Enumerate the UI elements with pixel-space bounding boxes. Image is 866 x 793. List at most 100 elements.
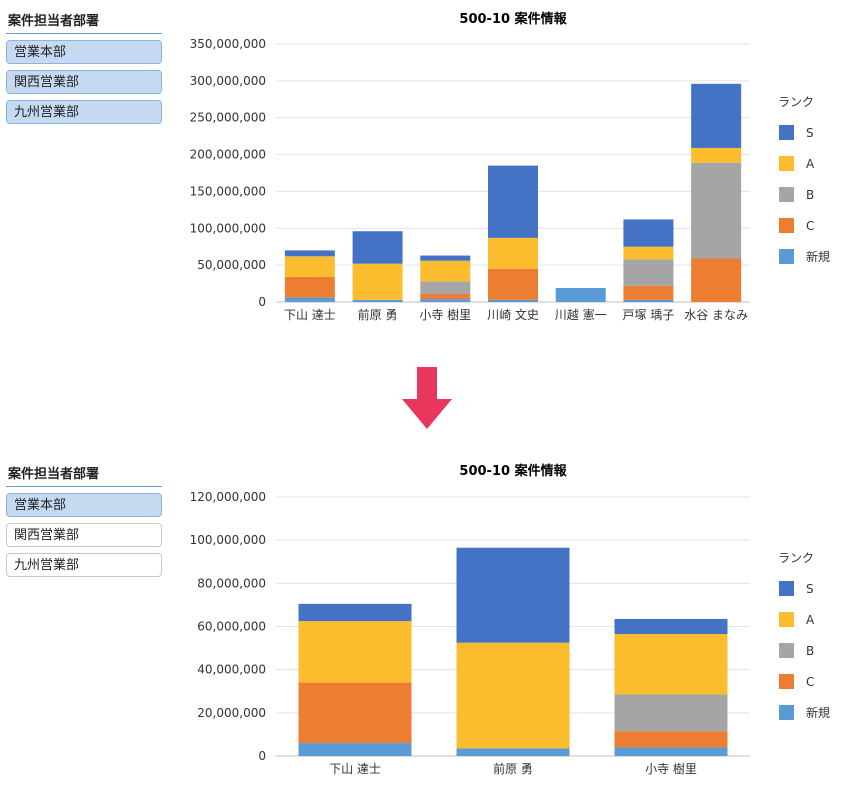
legend-title: ランク bbox=[778, 551, 814, 565]
bar-segment-s[interactable] bbox=[456, 547, 570, 643]
y-tick-label: 120,000,000 bbox=[190, 490, 266, 504]
legend-label: C bbox=[806, 675, 814, 689]
bar-segment-new[interactable] bbox=[352, 299, 403, 302]
x-category-label: 小寺 樹里 bbox=[645, 762, 697, 776]
legend-swatch bbox=[779, 705, 794, 720]
legend-title: ランク bbox=[778, 95, 814, 109]
bar-segment-b[interactable] bbox=[623, 259, 674, 286]
x-category-label: 下山 達士 bbox=[284, 308, 336, 322]
chart-top: 500-10 案件情報 0 50,000,000 100,000,000 150,000… bbox=[170, 6, 860, 336]
bar-segment-s[interactable] bbox=[623, 219, 674, 247]
bar-segment-b[interactable] bbox=[691, 162, 742, 259]
bar-segment-new[interactable] bbox=[284, 297, 335, 302]
bar-segment-b[interactable] bbox=[614, 694, 728, 732]
legend-swatch bbox=[779, 674, 794, 689]
legend-label: C bbox=[806, 219, 814, 233]
y-tick-label: 60,000,000 bbox=[197, 620, 266, 634]
bar-segment-a[interactable] bbox=[488, 237, 538, 269]
legend-label: B bbox=[806, 188, 814, 202]
y-tick-label: 250,000,000 bbox=[190, 111, 266, 125]
chart-title: 500-10 案件情報 bbox=[459, 11, 567, 27]
bar-segment-s[interactable] bbox=[298, 603, 412, 622]
y-tick-label: 20,000,000 bbox=[197, 706, 266, 720]
slicer-item-kyushu[interactable]: 九州営業部 bbox=[6, 100, 162, 124]
x-category-label: 下山 達士 bbox=[329, 762, 381, 776]
slicer-item-kyushu[interactable]: 九州営業部 bbox=[6, 553, 162, 577]
bar-segment-c[interactable] bbox=[284, 276, 335, 298]
y-tick-label: 100,000,000 bbox=[190, 221, 266, 235]
legend-swatch bbox=[779, 125, 794, 140]
bar-segment-c[interactable] bbox=[623, 285, 674, 300]
down-arrow-icon bbox=[402, 367, 452, 429]
x-category-label: 前原 勇 bbox=[493, 761, 533, 776]
y-tick-label: 350,000,000 bbox=[190, 37, 266, 51]
legend-label: S bbox=[806, 582, 814, 596]
y-tick-label: 0 bbox=[258, 749, 266, 763]
legend-swatch bbox=[779, 249, 794, 264]
bar-segment-new[interactable] bbox=[420, 299, 471, 302]
bar-segment-a[interactable] bbox=[623, 246, 674, 260]
slicer-item-kansai[interactable]: 関西営業部 bbox=[6, 70, 162, 94]
bar-segment-new[interactable] bbox=[623, 299, 674, 302]
chart-bottom-svg: 500-10 案件情報 0 20,000,000 40,000,000 60,000,0… bbox=[190, 463, 830, 776]
bar-segment-a[interactable] bbox=[298, 621, 412, 683]
legend-label: A bbox=[806, 157, 815, 171]
slicer-item-kansai[interactable]: 関西営業部 bbox=[6, 523, 162, 547]
bar-segment-c[interactable] bbox=[420, 293, 471, 300]
slicer-top: 案件担当者部署 営業本部 関西営業部 九州営業部 bbox=[6, 10, 162, 130]
x-category-label: 水谷 まなみ bbox=[684, 308, 748, 322]
bar-segment-c[interactable] bbox=[691, 258, 742, 302]
x-category-label: 戸塚 瑀子 bbox=[623, 308, 675, 322]
bar-segment-c[interactable] bbox=[488, 268, 538, 300]
bar-segment-s[interactable] bbox=[691, 83, 742, 148]
x-category-label: 小寺 樹里 bbox=[419, 308, 471, 322]
bar-segment-a[interactable] bbox=[614, 634, 728, 695]
bar-segment-s[interactable] bbox=[284, 250, 335, 257]
legend-swatch bbox=[779, 187, 794, 202]
bar-segment-new[interactable] bbox=[456, 748, 570, 756]
y-tick-label: 80,000,000 bbox=[197, 576, 266, 590]
slicer-item-eigyo-honbu[interactable]: 営業本部 bbox=[6, 493, 162, 517]
y-tick-label: 50,000,000 bbox=[197, 258, 266, 272]
bar-segment-c[interactable] bbox=[614, 731, 728, 748]
legend-label: 新規 bbox=[806, 249, 830, 264]
slicer-title: 案件担当者部署 bbox=[6, 463, 162, 487]
bar-segment-a[interactable] bbox=[456, 642, 570, 749]
legend-swatch bbox=[779, 581, 794, 596]
bar-segment-b[interactable] bbox=[420, 281, 471, 294]
chart-bottom: 500-10 案件情報 0 20,000,000 40,000,000 60,000,0… bbox=[170, 458, 860, 788]
bar-segment-c[interactable] bbox=[298, 682, 412, 744]
bar-segment-a[interactable] bbox=[284, 256, 335, 277]
legend-swatch bbox=[779, 156, 794, 171]
slicer-item-eigyo-honbu[interactable]: 営業本部 bbox=[6, 40, 162, 64]
legend-label: S bbox=[806, 126, 814, 140]
y-tick-label: 200,000,000 bbox=[190, 148, 266, 162]
x-category-label: 川越 憲一 bbox=[555, 307, 607, 322]
y-tick-label: 40,000,000 bbox=[197, 663, 266, 677]
bar-segment-a[interactable] bbox=[420, 260, 471, 282]
legend-label: 新規 bbox=[806, 705, 830, 720]
slicer-bottom: 案件担当者部署 営業本部 関西営業部 九州営業部 bbox=[6, 463, 162, 583]
bar-segment-s[interactable] bbox=[488, 165, 538, 238]
bar-segment-new[interactable] bbox=[555, 287, 606, 302]
y-tick-label: 300,000,000 bbox=[190, 74, 266, 88]
bar-segment-s[interactable] bbox=[614, 618, 728, 635]
y-tick-label: 100,000,000 bbox=[190, 533, 266, 547]
legend-swatch bbox=[779, 643, 794, 658]
bar-segment-s[interactable] bbox=[352, 231, 403, 264]
chart-title: 500-10 案件情報 bbox=[459, 463, 567, 479]
legend-swatch bbox=[779, 612, 794, 627]
y-tick-label: 0 bbox=[258, 295, 266, 309]
legend-swatch bbox=[779, 218, 794, 233]
chart-top-svg: 500-10 案件情報 0 50,000,000 100,000,000 150,000… bbox=[190, 11, 830, 322]
bar-segment-new[interactable] bbox=[488, 299, 538, 302]
legend-label: A bbox=[806, 613, 815, 627]
bar-segment-s[interactable] bbox=[420, 255, 471, 261]
bar-segment-new[interactable] bbox=[614, 747, 728, 756]
bar-segment-a[interactable] bbox=[352, 263, 403, 300]
y-tick-label: 150,000,000 bbox=[190, 184, 266, 198]
x-category-label: 前原 勇 bbox=[358, 307, 398, 322]
x-category-label: 川崎 文史 bbox=[487, 307, 539, 322]
bar-segment-a[interactable] bbox=[691, 147, 742, 163]
bar-segment-new[interactable] bbox=[298, 743, 412, 756]
